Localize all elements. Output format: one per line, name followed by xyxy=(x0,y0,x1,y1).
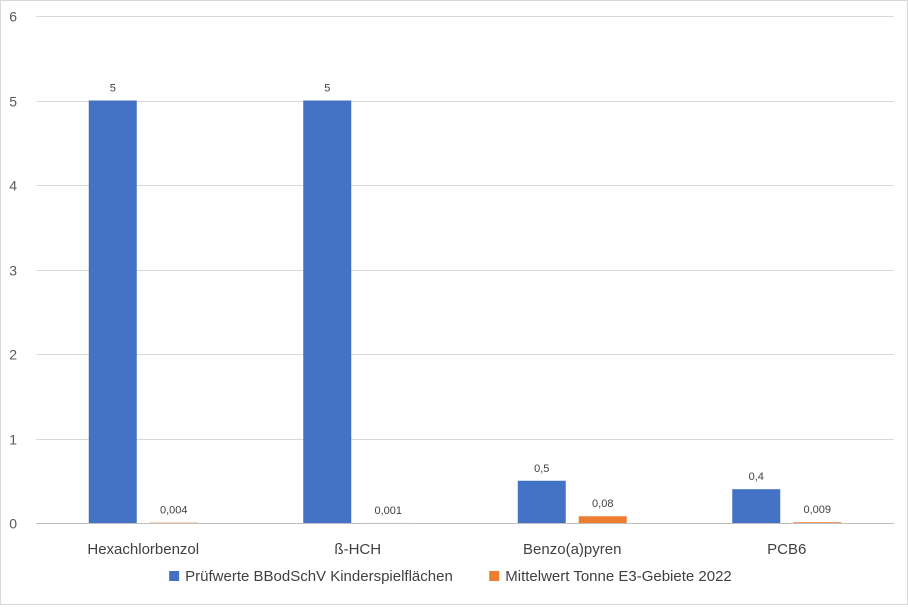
category-label: Hexachlorbenzol xyxy=(87,541,199,558)
data-label: 5 xyxy=(324,83,330,95)
legend-label: Mittelwert Tonne E3-Gebiete 2022 xyxy=(505,568,732,585)
bar-mittelwert-3 xyxy=(793,522,841,523)
data-label: 0,001 xyxy=(374,505,402,517)
legend: Prüfwerte BBodSchV Kinderspielflächen Mit… xyxy=(169,568,732,585)
bar-pruefwert-2 xyxy=(518,481,566,523)
gridlines xyxy=(36,17,894,524)
y-tick-label: 5 xyxy=(9,94,17,110)
y-axis-tick-labels: 0 1 2 3 4 5 6 xyxy=(9,9,17,532)
bars xyxy=(89,101,842,524)
category-label: ß-HCH xyxy=(334,541,381,558)
legend-swatch xyxy=(169,571,179,581)
y-tick-label: 1 xyxy=(9,432,17,448)
legend-label: Prüfwerte BBodSchV Kinderspielflächen xyxy=(185,568,453,585)
legend-swatch xyxy=(489,571,499,581)
data-label: 0,08 xyxy=(592,498,613,510)
data-label: 0,5 xyxy=(534,463,549,475)
y-tick-label: 2 xyxy=(9,347,17,363)
data-label: 5 xyxy=(110,83,116,95)
bar-mittelwert-2 xyxy=(579,516,627,523)
data-label: 0,4 xyxy=(749,471,764,483)
bar-pruefwert-1 xyxy=(303,101,351,524)
category-label: Benzo(a)pyren xyxy=(523,541,621,558)
y-tick-label: 0 xyxy=(9,516,17,532)
x-axis-category-labels: Hexachlorbenzol ß-HCH Benzo(a)pyren PCB6 xyxy=(87,541,806,558)
data-label: 0,009 xyxy=(803,504,831,516)
category-label: PCB6 xyxy=(767,541,806,558)
data-labels: 5 0,004 5 0,001 0,5 0,08 0,4 0,009 xyxy=(110,83,831,517)
bar-pruefwert-3 xyxy=(732,489,780,523)
y-tick-label: 6 xyxy=(9,9,17,25)
y-tick-label: 4 xyxy=(9,178,17,194)
bar-pruefwert-0 xyxy=(89,101,137,524)
data-label: 0,004 xyxy=(160,505,188,517)
y-tick-label: 3 xyxy=(9,263,17,279)
